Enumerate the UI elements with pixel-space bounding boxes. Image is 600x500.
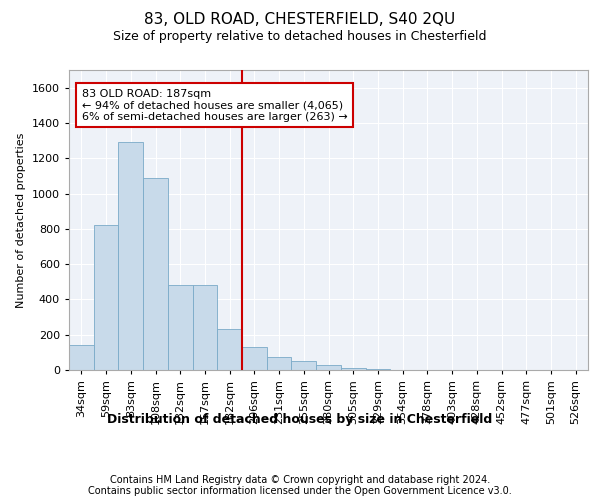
Y-axis label: Number of detached properties: Number of detached properties [16,132,26,308]
Text: Size of property relative to detached houses in Chesterfield: Size of property relative to detached ho… [113,30,487,43]
Text: Distribution of detached houses by size in Chesterfield: Distribution of detached houses by size … [107,412,493,426]
Text: Contains HM Land Registry data © Crown copyright and database right 2024.: Contains HM Land Registry data © Crown c… [110,475,490,485]
Bar [69,346,94,370]
Bar [217,328,242,370]
Bar [143,178,168,370]
Text: 83 OLD ROAD: 187sqm
← 94% of detached houses are smaller (4,065)
6% of semi-deta: 83 OLD ROAD: 187sqm ← 94% of detached ho… [82,88,347,122]
Bar [242,347,267,370]
Bar [365,369,390,370]
Bar [292,361,316,370]
Bar [168,286,193,370]
Bar [118,142,143,370]
Bar [267,357,292,370]
Text: 83, OLD ROAD, CHESTERFIELD, S40 2QU: 83, OLD ROAD, CHESTERFIELD, S40 2QU [145,12,455,28]
Bar [341,368,365,370]
Bar [193,286,217,370]
Bar [316,365,341,370]
Bar [94,226,118,370]
Text: Contains public sector information licensed under the Open Government Licence v3: Contains public sector information licen… [88,486,512,496]
